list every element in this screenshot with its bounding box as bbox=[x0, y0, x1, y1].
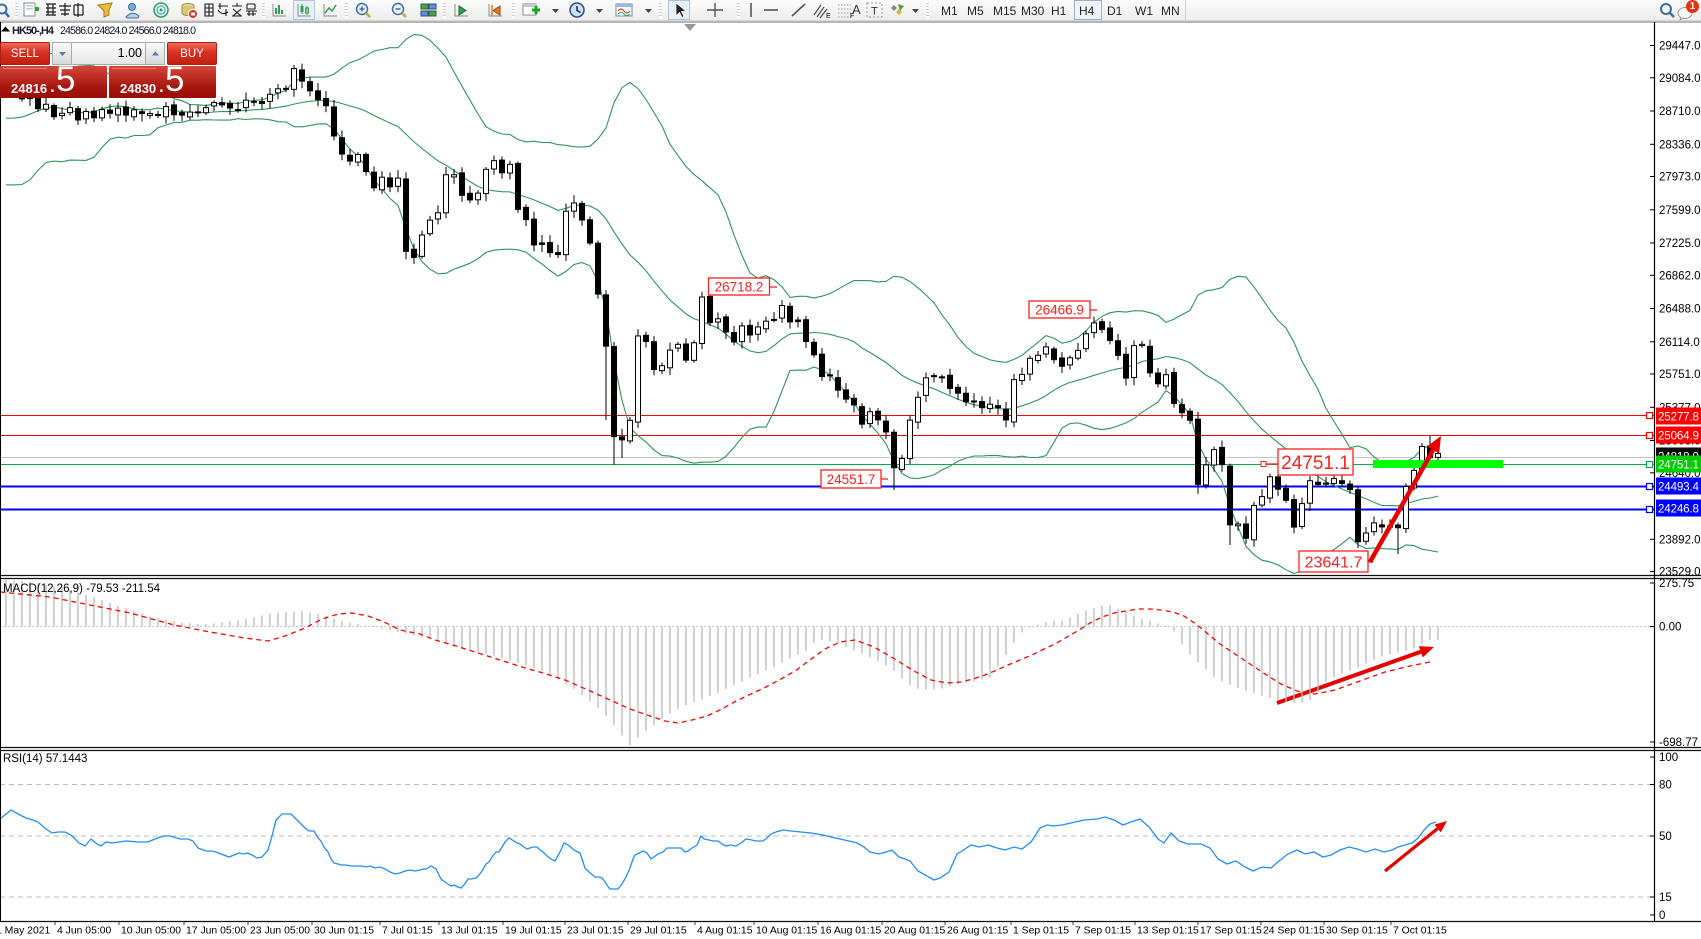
svg-text:25064.9: 25064.9 bbox=[1658, 430, 1699, 443]
svg-text:24751.1: 24751.1 bbox=[1658, 459, 1699, 472]
svg-text:23529.0: 23529.0 bbox=[1659, 567, 1701, 579]
svg-text:80: 80 bbox=[1659, 780, 1672, 792]
svg-text:7 Sep 01:15: 7 Sep 01:15 bbox=[1075, 926, 1131, 937]
svg-text:29447.0: 29447.0 bbox=[1659, 41, 1701, 53]
svg-text:26 Aug 01:15: 26 Aug 01:15 bbox=[947, 926, 1008, 937]
svg-text:100: 100 bbox=[1659, 752, 1678, 764]
svg-text:7 Jul 01:15: 7 Jul 01:15 bbox=[382, 926, 433, 937]
svg-text:13 Jul 01:15: 13 Jul 01:15 bbox=[441, 926, 498, 937]
svg-text:RSI(14) 57.1443: RSI(14) 57.1443 bbox=[3, 753, 87, 765]
svg-text:20 Aug 01:15: 20 Aug 01:15 bbox=[884, 926, 945, 937]
svg-text:15: 15 bbox=[1659, 892, 1672, 904]
svg-text:24751.1: 24751.1 bbox=[1281, 453, 1350, 474]
svg-text:17 Sep 01:15: 17 Sep 01:15 bbox=[1200, 926, 1262, 937]
svg-text:23641.7: 23641.7 bbox=[1305, 554, 1363, 571]
svg-text:27973.0: 27973.0 bbox=[1659, 172, 1701, 184]
svg-text:26488.0: 26488.0 bbox=[1659, 304, 1701, 316]
svg-text:26114.0: 26114.0 bbox=[1659, 337, 1700, 349]
svg-text:4 Jun 05:00: 4 Jun 05:00 bbox=[57, 926, 112, 937]
svg-text:24 Sep 01:15: 24 Sep 01:15 bbox=[1263, 926, 1325, 937]
svg-text:23892.0: 23892.0 bbox=[1659, 534, 1701, 546]
svg-text:26862.0: 26862.0 bbox=[1659, 270, 1701, 282]
svg-text:275.75: 275.75 bbox=[1659, 578, 1694, 590]
svg-text:26466.9: 26466.9 bbox=[1035, 302, 1084, 317]
svg-text:29084.0: 29084.0 bbox=[1659, 73, 1701, 85]
svg-text:24493.4: 24493.4 bbox=[1658, 481, 1700, 494]
svg-text:28710.0: 28710.0 bbox=[1659, 106, 1701, 118]
svg-text:F: F bbox=[850, 13, 854, 19]
svg-text:27225.0: 27225.0 bbox=[1659, 238, 1701, 250]
svg-text:24246.8: 24246.8 bbox=[1658, 503, 1699, 516]
svg-text:27599.0: 27599.0 bbox=[1659, 205, 1701, 217]
svg-text:-698.77: -698.77 bbox=[1659, 737, 1698, 749]
svg-text:28336.0: 28336.0 bbox=[1659, 139, 1701, 151]
svg-text:0.00: 0.00 bbox=[1659, 622, 1681, 634]
svg-text:0: 0 bbox=[1659, 910, 1665, 922]
svg-text:1 Sep 01:15: 1 Sep 01:15 bbox=[1013, 926, 1069, 937]
svg-text:7 Oct 01:15: 7 Oct 01:15 bbox=[1393, 926, 1447, 937]
svg-text:50: 50 bbox=[1659, 831, 1672, 843]
svg-text:30 Sep 01:15: 30 Sep 01:15 bbox=[1326, 926, 1388, 937]
svg-text:1 May 2021: 1 May 2021 bbox=[0, 926, 51, 937]
svg-text:10 Jun 05:00: 10 Jun 05:00 bbox=[121, 926, 181, 937]
svg-text:13 Sep 01:15: 13 Sep 01:15 bbox=[1137, 926, 1199, 937]
svg-text:10 Aug 01:15: 10 Aug 01:15 bbox=[756, 926, 817, 937]
svg-text:16 Aug 01:15: 16 Aug 01:15 bbox=[820, 926, 881, 937]
svg-text:25751.0: 25751.0 bbox=[1659, 369, 1701, 381]
svg-text:24551.7: 24551.7 bbox=[827, 472, 876, 487]
svg-text:17 Jun 05:00: 17 Jun 05:00 bbox=[186, 926, 246, 937]
svg-text:T: T bbox=[871, 6, 878, 18]
svg-text:30 Jun 01:15: 30 Jun 01:15 bbox=[314, 926, 374, 937]
svg-text:23 Jul 01:15: 23 Jul 01:15 bbox=[567, 926, 624, 937]
svg-text:23 Jun 05:00: 23 Jun 05:00 bbox=[250, 926, 310, 937]
svg-text:29 Jul 01:15: 29 Jul 01:15 bbox=[630, 926, 687, 937]
svg-text:E: E bbox=[826, 13, 831, 19]
svg-text:19 Jul 01:15: 19 Jul 01:15 bbox=[505, 926, 562, 937]
svg-text:24586.0 24824.0 24566.0 24818.: 24586.0 24824.0 24566.0 24818.0 bbox=[60, 25, 196, 37]
svg-text:MACD(12,26,9) -79.53 -211.54: MACD(12,26,9) -79.53 -211.54 bbox=[3, 583, 161, 595]
svg-text:4 Aug 01:15: 4 Aug 01:15 bbox=[697, 926, 753, 937]
svg-text:25277.8: 25277.8 bbox=[1658, 411, 1699, 424]
svg-text:HK50-,H4: HK50-,H4 bbox=[12, 25, 55, 37]
svg-text:26718.2: 26718.2 bbox=[715, 279, 764, 294]
